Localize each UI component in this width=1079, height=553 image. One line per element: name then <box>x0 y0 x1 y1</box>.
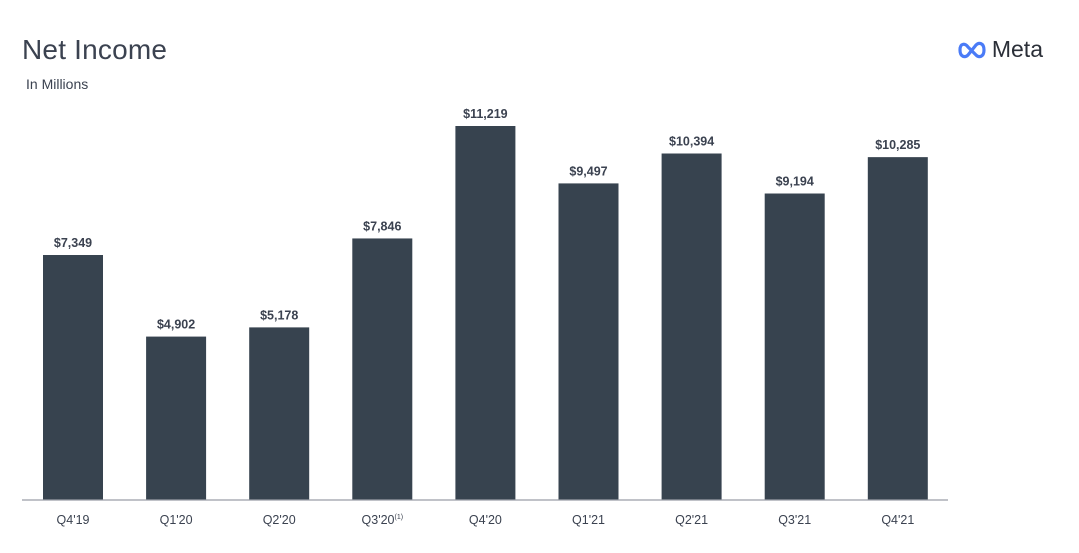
bar-2 <box>249 327 310 500</box>
bar-value-label-3: $7,846 <box>363 219 401 233</box>
brand-logo: Meta <box>956 36 1043 63</box>
chart-title: Net Income <box>22 34 168 65</box>
bar-4 <box>455 126 516 500</box>
x-tick-label-3: Q3'20(1) <box>362 513 404 527</box>
x-tick-labels-group: Q4'19 Q1'20 Q2'20 Q3'20(1) Q4'20 Q1'21 Q2'21 Q3… <box>57 513 915 527</box>
bar-6 <box>661 153 722 501</box>
x-tick-label-7: Q3'21 <box>778 513 811 527</box>
x-tick-label-0: Q4'19 <box>57 513 90 527</box>
chart-subtitle: In Millions <box>26 76 89 92</box>
bar-3 <box>352 238 413 500</box>
bar-5 <box>558 183 619 500</box>
bar-value-label-5: $9,497 <box>569 164 607 178</box>
bar-value-label-6: $10,394 <box>669 135 714 149</box>
bar-8 <box>867 157 928 500</box>
bar-1 <box>146 336 207 500</box>
bar-value-label-4: $11,219 <box>463 107 508 121</box>
value-labels-group: $7,349 $4,902 $5,178 $7,846 $11,219 $9,497 $10… <box>54 107 921 332</box>
x-tick-label-8: Q4'21 <box>881 513 914 527</box>
bar-value-label-2: $5,178 <box>260 308 298 322</box>
bar-value-label-0: $7,349 <box>54 236 92 250</box>
x-tick-label-4: Q4'20 <box>469 513 502 527</box>
bar-7 <box>764 193 825 500</box>
bars-group <box>43 126 928 501</box>
x-tick-label-6: Q2'21 <box>675 513 708 527</box>
brand-name: Meta <box>991 36 1043 62</box>
bar-value-label-8: $10,285 <box>875 138 920 152</box>
x-tick-label-2: Q2'20 <box>263 513 296 527</box>
x-tick-label-5: Q1'21 <box>572 513 605 527</box>
bar-value-label-7: $9,194 <box>776 175 814 189</box>
x-tick-label-1: Q1'20 <box>160 513 193 527</box>
bar-0 <box>43 255 103 500</box>
bar-value-label-1: $4,902 <box>157 318 195 332</box>
meta-infinity-icon <box>958 41 986 58</box>
footnote-marker: (1) <box>395 514 404 521</box>
